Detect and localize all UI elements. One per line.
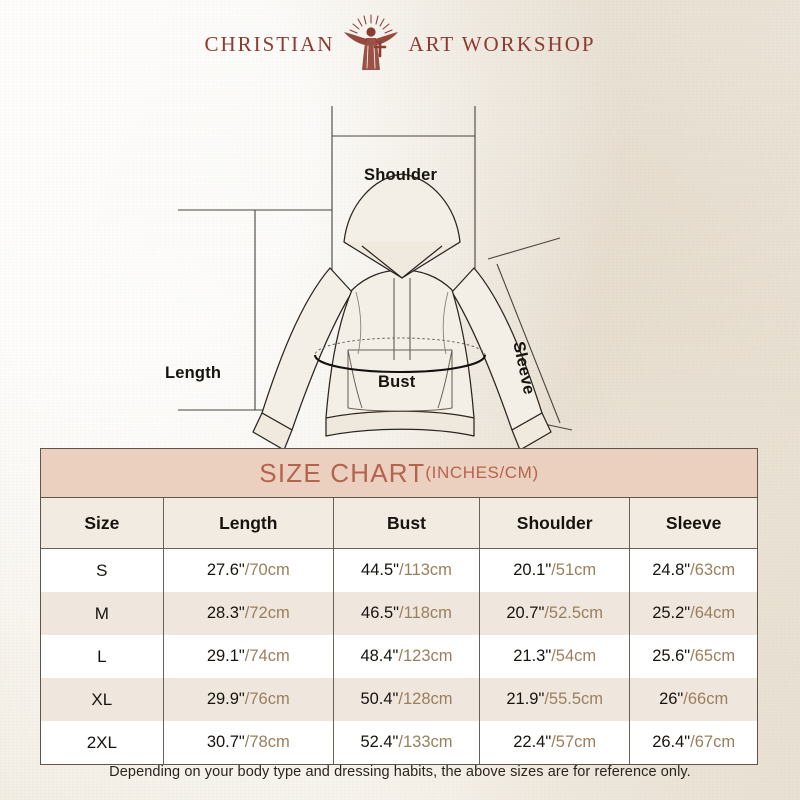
value-inches: 27.6": [206, 561, 245, 579]
brand-logo: CHRISTIAN: [0, 12, 800, 76]
table-row: XL 29.9"/76cm 50.4"/128cm 21.9"/55.5cm 26"/6…: [41, 678, 757, 721]
value-inches: 48.4": [360, 647, 399, 665]
cell-bust: 48.4"/123cm: [333, 635, 481, 678]
value-inches: 30.7": [206, 733, 245, 751]
value-cm: /118cm: [399, 604, 452, 622]
kangaroo-pocket: [347, 349, 453, 412]
value-cm: /113cm: [399, 561, 452, 579]
value-cm: /78cm: [244, 733, 290, 751]
risen-christ-cross-icon: [344, 14, 399, 70]
brand-word-left: CHRISTIAN: [204, 31, 335, 56]
value-inches: 29.1": [206, 647, 245, 665]
table-row: M 28.3"/72cm 46.5"/118cm 20.7"/52.5cm 25.2"/…: [41, 592, 757, 635]
value-inches: 22.4": [513, 733, 552, 751]
value-cm: /74cm: [244, 647, 290, 665]
value-inches: 26.4": [652, 733, 691, 751]
cell-length: 29.1"/74cm: [163, 635, 334, 678]
value-cm: /64cm: [690, 604, 736, 622]
hem-band: [325, 410, 475, 437]
value-cm: /128cm: [398, 690, 453, 708]
value-inches: 21.9": [506, 690, 545, 708]
value-inches: 50.4": [360, 690, 399, 708]
cell-length: 27.6"/70cm: [163, 548, 334, 592]
value-inches: 28.3": [206, 604, 245, 622]
cell-sleeve: 26.4"/67cm: [629, 721, 757, 764]
cell-shoulder: 20.7"/52.5cm: [479, 592, 631, 635]
cell-bust: 52.4"/133cm: [333, 721, 481, 764]
column-header-shoulder: Shoulder: [479, 498, 631, 549]
table-row: S 27.6"/70cm 44.5"/113cm 20.1"/51cm 24.8"/63…: [41, 548, 757, 592]
value-inches: 24.8": [652, 561, 691, 579]
table-header-row: Size Length Bust Shoulder Sleeve: [41, 498, 757, 549]
hood-opening: [343, 241, 461, 279]
cell-size: S: [41, 548, 164, 592]
cell-size: L: [41, 635, 164, 678]
value-cm: /133cm: [398, 733, 453, 751]
cell-sleeve: 25.6"/65cm: [629, 635, 757, 678]
label-length: Length: [165, 364, 222, 382]
value-inches: 21.3": [513, 647, 552, 665]
cell-length: 29.9"/76cm: [163, 678, 334, 721]
value-cm: /123cm: [398, 647, 453, 665]
value-inches: 25.6": [652, 647, 691, 665]
cell-bust: 46.5"/118cm: [333, 592, 481, 635]
value-inches: 25.2": [652, 604, 691, 622]
value-inches: 29.9": [206, 690, 245, 708]
measurements-table: Size Length Bust Shoulder Sleeve S 27.6"/…: [41, 498, 757, 764]
value-inches: 44.5": [361, 561, 400, 579]
value-cm: /72cm: [244, 604, 290, 622]
size-chart-title-band: SIZE CHART (INCHES/CM): [41, 449, 757, 498]
cell-shoulder: 20.1"/51cm: [479, 548, 631, 592]
column-header-bust: Bust: [333, 498, 481, 549]
cell-size: XL: [41, 678, 164, 721]
cell-sleeve: 24.8"/63cm: [629, 548, 757, 592]
cell-shoulder: 22.4"/57cm: [479, 721, 631, 764]
column-header-length: Length: [163, 498, 334, 549]
hood-inner-edge: [361, 245, 443, 279]
value-inches: 20.7": [506, 604, 545, 622]
column-header-size: Size: [41, 498, 164, 549]
value-cm: /55.5cm: [544, 690, 604, 708]
size-chart-footnote: Depending on your body type and dressing…: [109, 764, 691, 780]
value-cm: /52.5cm: [544, 604, 604, 622]
value-cm: /65cm: [690, 647, 736, 665]
cell-size: M: [41, 592, 164, 635]
cell-bust: 50.4"/128cm: [333, 678, 481, 721]
cell-length: 30.7"/78cm: [163, 721, 334, 764]
cell-size: 2XL: [41, 721, 164, 764]
value-cm: /51cm: [551, 561, 597, 579]
cell-length: 28.3"/72cm: [163, 592, 334, 635]
table-row: L 29.1"/74cm 48.4"/123cm 21.3"/54cm 25.6"/65…: [41, 635, 757, 678]
size-chart-title: SIZE CHART: [259, 457, 426, 488]
label-shoulder: Shoulder: [364, 166, 438, 184]
shoulder-measure-line: [331, 106, 476, 278]
table-body: S 27.6"/70cm 44.5"/113cm 20.1"/51cm 24.8"/63…: [41, 548, 757, 764]
cell-shoulder: 21.3"/54cm: [479, 635, 631, 678]
hoodie-technical-drawing: [178, 106, 573, 451]
cell-shoulder: 21.9"/55.5cm: [479, 678, 631, 721]
value-cm: /67cm: [690, 733, 736, 751]
value-cm: /63cm: [690, 561, 736, 579]
size-chart-title-units: (INCHES/CM): [425, 463, 539, 482]
value-cm: /66cm: [683, 690, 729, 708]
table-row: 2XL 30.7"/78cm 52.4"/133cm 22.4"/57cm 26.4"/…: [41, 721, 757, 764]
label-bust: Bust: [378, 373, 416, 391]
value-cm: /54cm: [551, 647, 597, 665]
value-cm: /70cm: [244, 561, 290, 579]
value-inches: 46.5": [361, 604, 400, 622]
column-header-sleeve: Sleeve: [629, 498, 757, 549]
cell-bust: 44.5"/113cm: [333, 548, 481, 592]
hoodie-measurement-diagram: Shoulder Length Bust Sleeve: [0, 78, 800, 451]
value-inches: 20.1": [513, 561, 552, 579]
drawstrings: [393, 278, 411, 360]
cell-sleeve: 26"/66cm: [629, 678, 757, 721]
bust-ellipse-front: [313, 354, 487, 374]
value-cm: /57cm: [551, 733, 597, 751]
cell-sleeve: 25.2"/64cm: [629, 592, 757, 635]
value-inches: 52.4": [360, 733, 399, 751]
brand-word-right: ART WORKSHOP: [408, 31, 596, 56]
size-chart-table: SIZE CHART (INCHES/CM) Size Length Bust …: [40, 448, 758, 765]
value-cm: /76cm: [244, 690, 290, 708]
value-inches: 26": [659, 690, 684, 708]
